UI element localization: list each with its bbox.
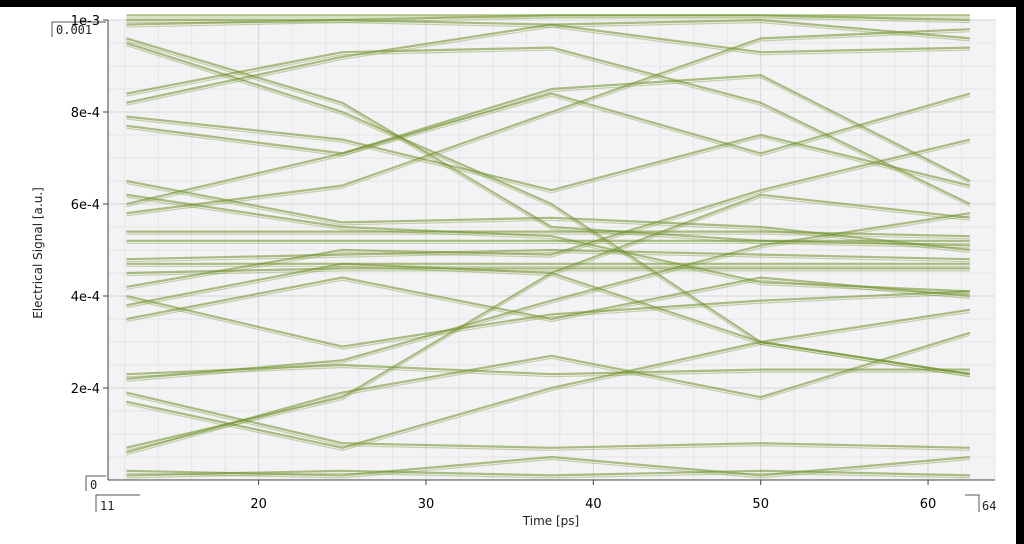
series-line-6 [126,46,971,205]
series-line-23-trace [126,366,970,378]
series-line-4 [126,37,970,247]
series-line-5-trace [126,44,970,378]
series-line-8-trace [126,118,971,194]
x-axis-title: Time [ps] [522,514,579,528]
series-line-30 [126,469,970,477]
series-line-20 [126,290,970,348]
y-min-bracket [85,475,106,491]
series-line-16-trace [126,251,970,263]
series-line-19 [126,138,971,288]
series-line-25 [126,391,970,449]
series-line-24 [126,212,971,380]
series-line-24-trace [126,215,970,382]
series-line-18 [126,267,970,275]
series-line-28 [126,331,971,454]
y-tick-label: 8e-4 [71,106,100,121]
y-tick-label: 4e-4 [71,290,100,305]
eye-diagram-chart: 20 30 40 50 60 2e-4 4e-4 6e-4 8e-4 1e-3 0.001 0 1… [31,14,996,528]
series-line-12-trace [126,95,971,208]
series-line-22-trace [126,279,970,323]
y-tick-label: 6e-4 [71,198,100,213]
series-line-29 [126,455,970,477]
series-line-27 [126,193,971,449]
chart-panel: 20 30 40 50 60 2e-4 4e-4 6e-4 8e-4 1e-3 0.001 0 1… [0,7,1016,544]
y-min-range-label: 0 [90,478,97,492]
x-min-range-label: 11 [100,499,114,513]
series-line-27-trace [126,196,970,451]
series-line-22 [126,276,970,321]
series-line-11 [126,193,970,293]
series-line-14 [126,230,970,238]
y-max-range-label: 0.001 [56,23,92,37]
x-max-bracket [965,494,980,512]
series-line-20-trace [126,293,970,350]
series-line-28-trace [126,334,971,456]
series-line-16 [126,248,970,261]
x-tick-label: 20 [250,497,267,512]
y-max-bracket [51,21,106,37]
series-line-4-trace [126,40,970,249]
axes [51,20,995,512]
y-tick-label: 2e-4 [71,382,100,397]
y-tick-label: 1e-3 [71,14,100,29]
series-line-7 [126,23,970,104]
series-line-11-trace [126,196,970,295]
x-min-bracket [95,494,140,512]
series-lines [126,14,971,479]
series-line-12 [126,92,971,206]
series-line-26-trace [126,311,970,451]
series-line-30-trace [126,472,970,479]
x-tick-label: 50 [752,497,769,512]
series-line-13 [126,28,970,215]
series-line-8 [126,115,971,192]
x-tick-label: 40 [585,497,602,512]
x-tick-label: 30 [418,497,435,512]
series-line-25-trace [126,394,970,451]
tick-labels: 20 30 40 50 60 2e-4 4e-4 6e-4 8e-4 1e-3 [71,14,937,512]
series-line-9 [126,74,971,182]
series-line-21-trace [126,265,970,378]
series-line-10-trace [126,182,970,254]
series-line-9-trace [126,77,971,185]
series-line-7-trace [126,26,970,106]
x-tick-label: 60 [920,497,937,512]
series-line-26 [126,308,971,449]
x-max-range-label: 64 [982,499,996,513]
y-axis-title: Electrical Signal [a.u.] [31,187,45,319]
series-line-2-trace [126,17,970,28]
series-line-6-trace [126,49,971,208]
series-line-19-trace [126,141,971,290]
series-line-18-trace [126,270,970,277]
series-line-23 [126,363,970,376]
series-line-13-trace [126,31,970,217]
